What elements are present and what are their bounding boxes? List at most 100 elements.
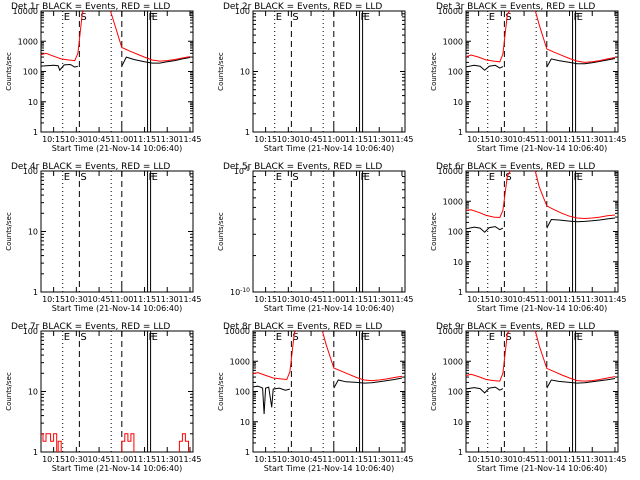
x-tick-label: 11:30 [581, 455, 604, 464]
series-line-events [333, 377, 403, 389]
x-tick-label: 11:30 [368, 455, 391, 464]
x-axis-label: Start Time (21-Nov-14 10:06:40) [477, 144, 607, 153]
series-line-lld [41, 11, 191, 62]
marker-label: E [577, 172, 583, 183]
x-tick-label: 10:45 [513, 295, 536, 304]
x-tick-label: 10:15 [254, 455, 277, 464]
x-tick-label: 10:30 [65, 295, 88, 304]
marker-label: S [80, 12, 86, 23]
panel-title: Det 2r BLACK = Events, RED = LLD [223, 2, 382, 12]
marker-label: S [292, 332, 298, 343]
series-line-events [466, 64, 504, 71]
y-axis-label: Counts/sec [430, 212, 438, 251]
series-line-lld [121, 433, 135, 452]
panel-title: Det 6r BLACK = Events, RED = LLD [436, 162, 595, 172]
y-tick-label: 1000 [443, 37, 463, 46]
series-line-events [41, 63, 79, 72]
marker-label: S [292, 172, 298, 183]
x-tick-label: 10:45 [300, 135, 323, 144]
x-tick-label: 11:15 [345, 135, 368, 144]
y-axis-label: Counts/sec [430, 52, 438, 91]
x-tick-label: 11:30 [581, 135, 604, 144]
x-axis-label: Start Time (21-Nov-14 10:06:40) [52, 464, 182, 473]
marker-label: E [152, 172, 158, 183]
series-line-events [253, 385, 291, 415]
plot-frame [40, 330, 194, 453]
marker-label: E [489, 172, 495, 183]
series-line-events [466, 226, 504, 233]
x-tick-label: 10:30 [490, 295, 513, 304]
x-axis-label: Start Time (21-Nov-14 10:06:40) [264, 144, 394, 153]
series-line-events [546, 378, 616, 389]
y-axis-label: Counts/sec [217, 372, 225, 411]
marker-label: E [489, 12, 495, 23]
x-tick-label: 10:45 [300, 295, 323, 304]
y-tick-label: 100 [448, 388, 463, 397]
x-axis-label: Start Time (21-Nov-14 10:06:40) [477, 464, 607, 473]
y-tick-label: 10 [28, 388, 38, 397]
x-tick-label: 10:45 [88, 135, 111, 144]
marker-label: F [149, 332, 155, 343]
marker-label: E [489, 332, 495, 343]
y-tick-label: 10 [453, 258, 463, 267]
y-tick-label: 10000 [438, 167, 463, 176]
plot-frame [40, 170, 194, 293]
x-tick-label: 11:30 [368, 295, 391, 304]
series-line-lld [466, 11, 616, 63]
x-tick-label: 11:15 [133, 295, 156, 304]
marker-label: F [149, 172, 155, 183]
y-tick-label: 10000 [438, 327, 463, 336]
y-tick-label: 100 [23, 167, 38, 176]
marker-label: F [574, 332, 580, 343]
marker-label: E [64, 12, 70, 23]
x-tick-label: 10:15 [467, 295, 490, 304]
x-tick-label: 11:00 [110, 455, 133, 464]
x-tick-label: 10:15 [467, 455, 490, 464]
y-tick-label: 1 [33, 128, 38, 137]
y-tick-label: 10 [240, 418, 250, 427]
y-tick-label: 1 [458, 288, 463, 297]
series-line-events [546, 58, 616, 68]
x-tick-label: 11:30 [156, 455, 179, 464]
x-tick-label: 10:30 [277, 295, 300, 304]
panel-title: Det 1r BLACK = Events, RED = LLD [11, 2, 170, 12]
plot-frame [252, 330, 406, 453]
x-tick-label: 11:45 [603, 455, 626, 464]
plot-frame [465, 170, 619, 293]
x-tick-label: 10:15 [42, 135, 65, 144]
x-tick-label: 11:45 [390, 295, 413, 304]
marker-label: F [574, 172, 580, 183]
x-tick-label: 10:30 [490, 455, 513, 464]
x-tick-label: 11:00 [322, 135, 345, 144]
x-tick-label: 11:15 [558, 135, 581, 144]
x-tick-label: 11:30 [581, 295, 604, 304]
x-tick-label: 10:15 [254, 295, 277, 304]
x-tick-label: 11:45 [603, 295, 626, 304]
marker-label: S [80, 172, 86, 183]
series-line-lld [466, 331, 616, 382]
panel-title: Det 7r BLACK = Events, RED = LLD [11, 322, 170, 332]
y-tick-label: 10 [28, 98, 38, 107]
y-tick-label: 1000 [230, 357, 250, 366]
x-tick-label: 11:30 [156, 135, 179, 144]
x-axis-label: Start Time (21-Nov-14 10:06:40) [264, 304, 394, 313]
y-tick-label: 1000 [18, 37, 38, 46]
x-tick-label: 11:45 [390, 455, 413, 464]
y-tick-label: 1000 [443, 197, 463, 206]
panel-title: Det 3r BLACK = Events, RED = LLD [436, 2, 595, 12]
x-tick-label: 11:45 [178, 295, 201, 304]
x-tick-label: 11:45 [178, 455, 201, 464]
x-tick-label: 11:30 [156, 295, 179, 304]
x-tick-label: 11:15 [345, 455, 368, 464]
y-tick-label: 10 [240, 68, 250, 77]
y-tick-label: 100 [235, 388, 250, 397]
y-tick-label: 100 [23, 327, 38, 336]
y-axis-label: Counts/sec [217, 212, 225, 251]
y-axis-label: Counts/sec [217, 52, 225, 91]
marker-label: F [149, 12, 155, 23]
